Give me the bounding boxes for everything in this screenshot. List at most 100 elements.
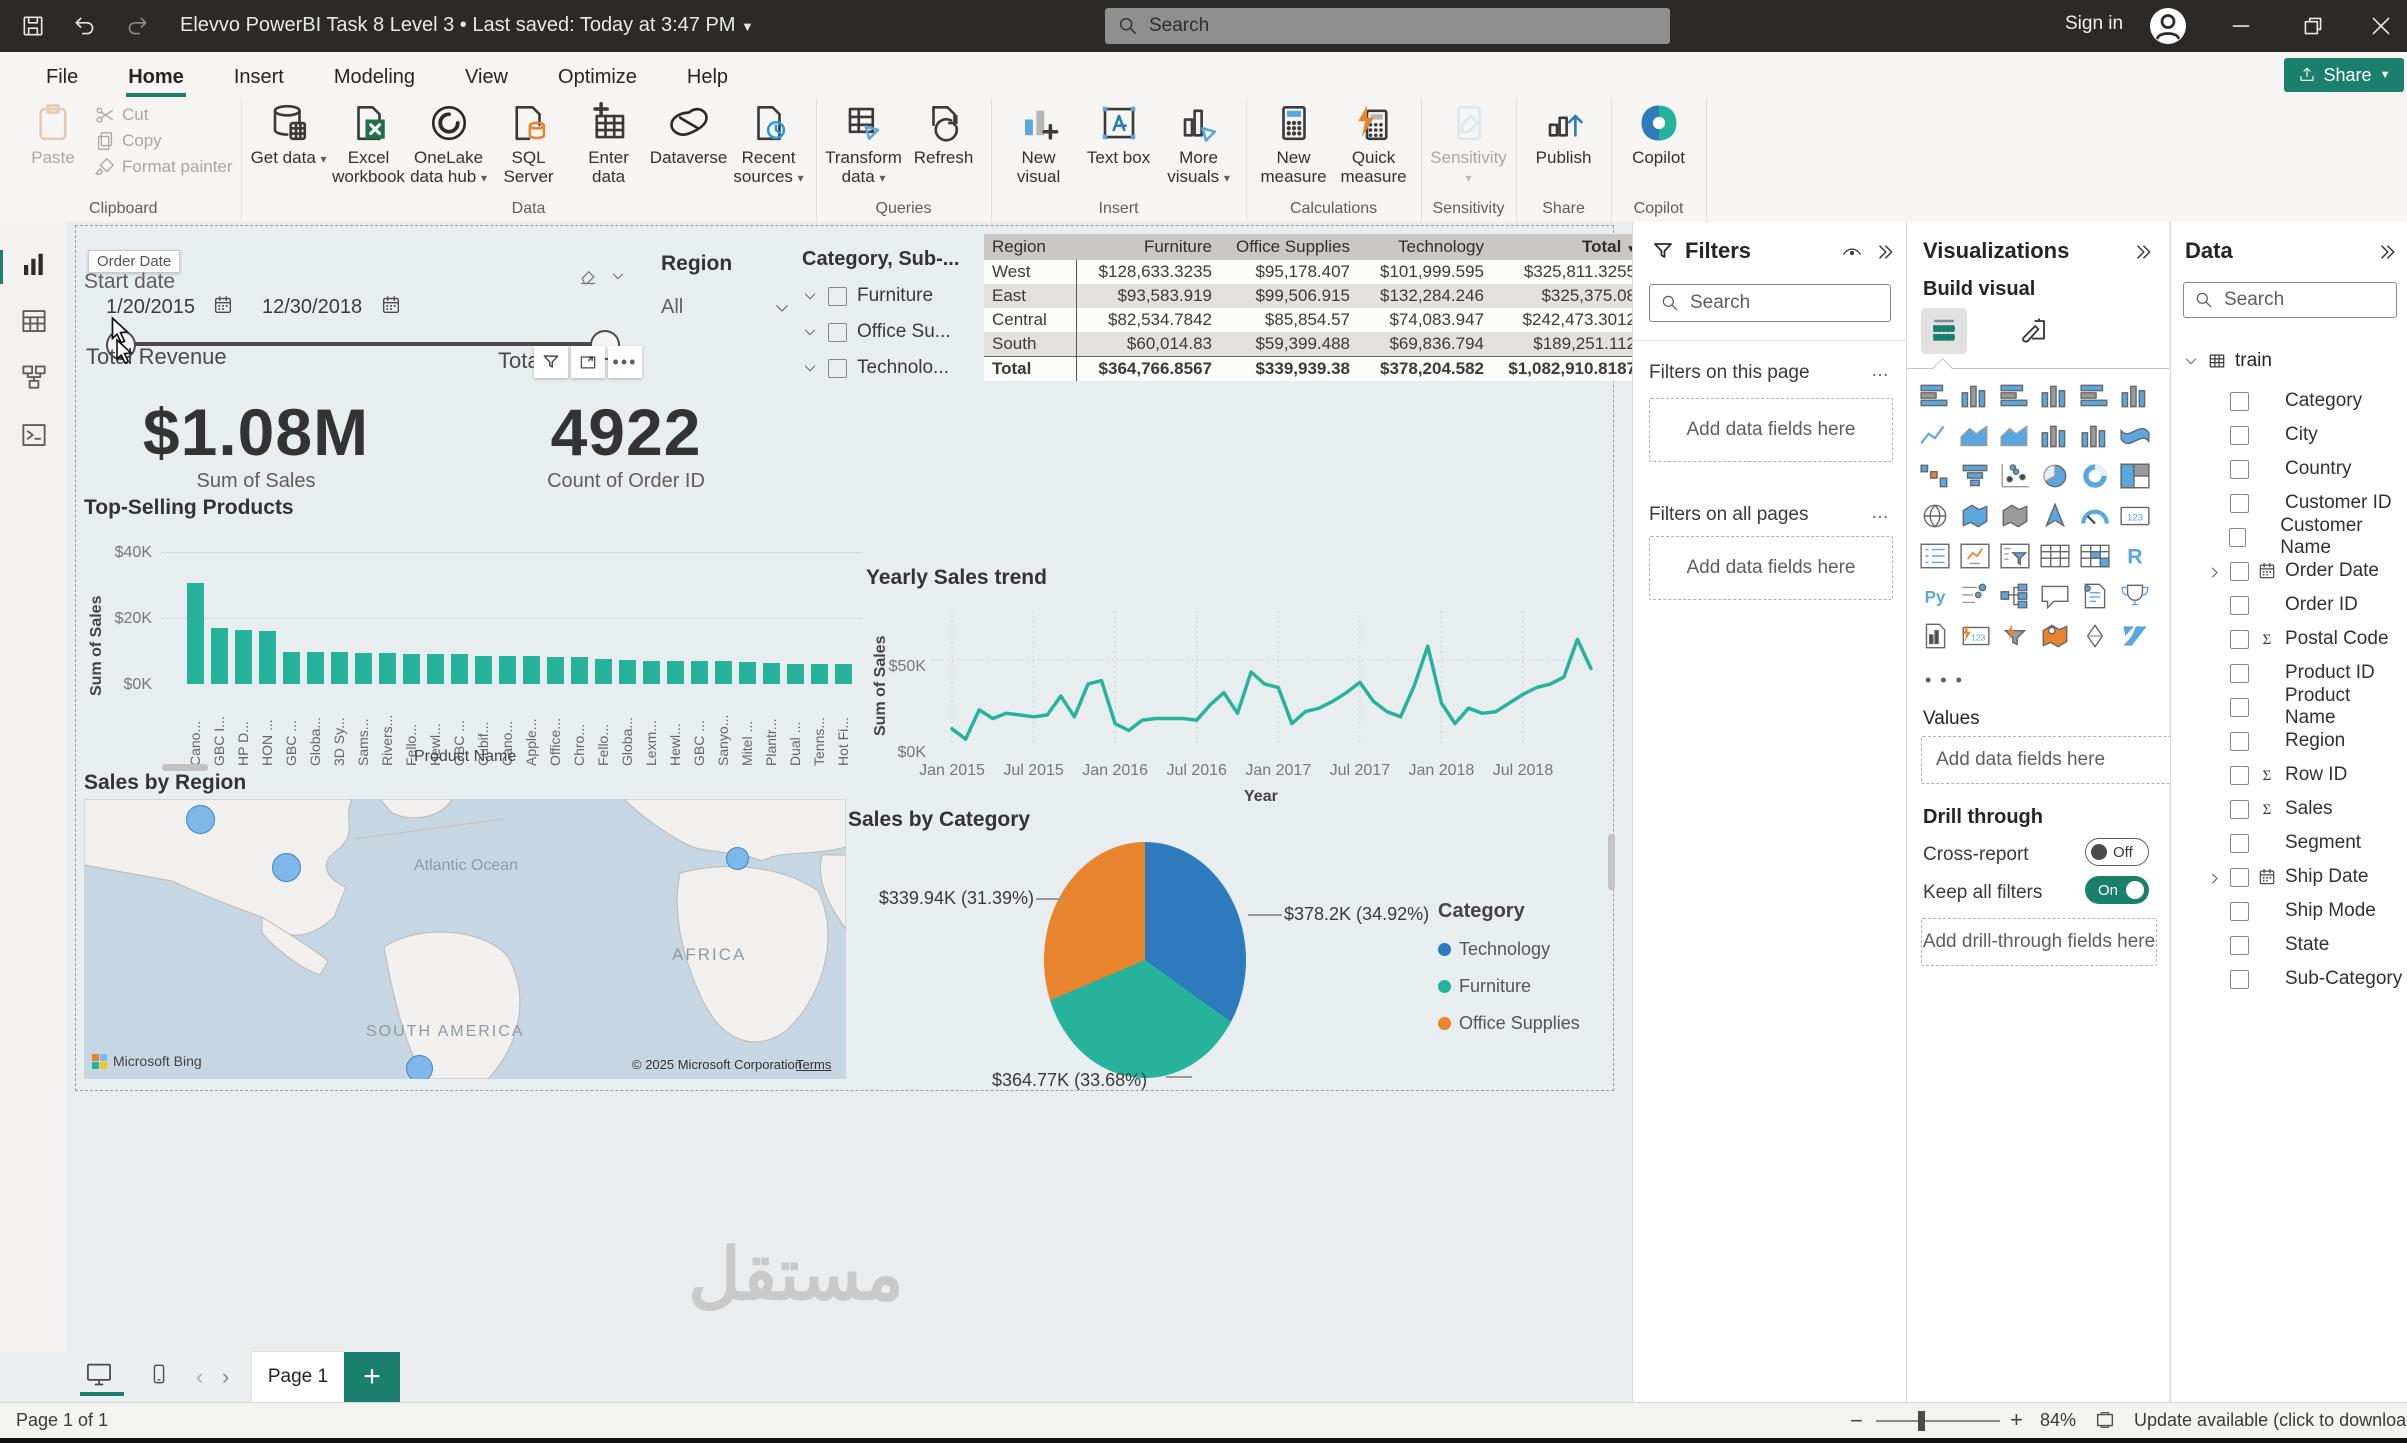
region-slicer-value[interactable]: All bbox=[661, 296, 684, 318]
card-sum-of-sales[interactable]: $1.08M Sum of Sales bbox=[106, 394, 406, 493]
field-ship-date[interactable]: Ship Date bbox=[2171, 862, 2406, 892]
checkbox[interactable] bbox=[2228, 527, 2247, 547]
transform-data-button[interactable]: Transform data ▾ bbox=[825, 98, 903, 188]
zoom-out-icon[interactable]: − bbox=[1850, 1408, 1863, 1433]
slicer-icon[interactable] bbox=[1999, 542, 2039, 582]
field-product-name[interactable]: Product Name bbox=[2171, 685, 2406, 728]
bar[interactable] bbox=[715, 661, 732, 684]
matrix-row[interactable]: East $93,583.919 $99,506.915 $132,284.246 $3… bbox=[984, 284, 1644, 308]
checkbox[interactable] bbox=[2230, 493, 2249, 513]
bar[interactable] bbox=[547, 657, 564, 684]
bar[interactable] bbox=[571, 657, 588, 684]
bar[interactable] bbox=[307, 652, 324, 684]
checkbox[interactable] bbox=[828, 322, 847, 342]
line-and-stacked-column-chart-icon[interactable] bbox=[2039, 422, 2079, 462]
category-slicer[interactable]: Category, Sub-... Furniture Office Su...… bbox=[802, 248, 992, 379]
area-chart-icon[interactable] bbox=[1959, 422, 1999, 462]
more-visuals-button[interactable]: More visuals ▾ bbox=[1160, 98, 1238, 188]
multi-row-card-icon[interactable] bbox=[1919, 542, 1959, 582]
matrix-visual[interactable]: Region Furniture Office Supplies Technology… bbox=[984, 234, 1644, 381]
ribbon-chart-icon[interactable] bbox=[2119, 422, 2159, 462]
bar[interactable] bbox=[211, 628, 228, 684]
chevron-down-icon[interactable] bbox=[610, 268, 626, 284]
smart-narrative-icon[interactable] bbox=[2079, 582, 2119, 622]
bar[interactable] bbox=[235, 630, 252, 684]
bar[interactable] bbox=[691, 661, 708, 684]
field-region[interactable]: Region bbox=[2171, 726, 2406, 756]
bar[interactable] bbox=[811, 664, 828, 684]
checkbox[interactable] bbox=[2230, 561, 2249, 581]
bar[interactable] bbox=[427, 654, 444, 684]
bar[interactable] bbox=[187, 583, 204, 684]
qa-icon[interactable] bbox=[2039, 582, 2079, 622]
ribbon-tab-help[interactable]: Help bbox=[686, 66, 729, 88]
expand-icon[interactable] bbox=[2207, 564, 2222, 579]
category-slicer-item[interactable]: Technolo... bbox=[802, 357, 992, 379]
power-automate-icon[interactable] bbox=[2119, 622, 2159, 662]
matrix-icon[interactable] bbox=[2079, 542, 2119, 582]
waterfall-chart-icon[interactable] bbox=[1919, 462, 1959, 502]
donut-chart-icon[interactable] bbox=[2079, 462, 2119, 502]
checkbox[interactable] bbox=[2230, 867, 2249, 887]
card-count-of-orders[interactable]: 4922 Count of Order ID bbox=[476, 394, 776, 493]
sign-in-button[interactable]: Sign in bbox=[2065, 13, 2124, 34]
expand-icon[interactable] bbox=[2207, 870, 2222, 885]
dax-query-view-icon[interactable] bbox=[19, 420, 49, 450]
field-customer-name[interactable]: Customer Name bbox=[2171, 515, 2406, 558]
bar[interactable] bbox=[451, 654, 468, 684]
collapse-pane-icon[interactable] bbox=[2377, 242, 2397, 262]
minimize-icon[interactable] bbox=[2228, 13, 2254, 39]
new-measure-button[interactable]: New measure bbox=[1255, 98, 1333, 186]
end-date-value[interactable]: 12/30/2018 bbox=[262, 296, 363, 318]
get-data-button[interactable]: Get data ▾ bbox=[250, 98, 328, 169]
next-page-icon[interactable]: › bbox=[222, 1364, 230, 1389]
data-search-input[interactable]: Search bbox=[2183, 282, 2397, 318]
chevron-down-icon[interactable] bbox=[802, 360, 818, 376]
paginated-report-icon[interactable] bbox=[1919, 622, 1959, 662]
report-page[interactable]: Order Date Start date 1/20/2015 12/30/20… bbox=[75, 225, 1644, 1091]
copilot-button[interactable]: Copilot bbox=[1620, 98, 1698, 167]
field-sub-category[interactable]: Sub-Category bbox=[2171, 964, 2406, 994]
stacked-column-chart-icon[interactable] bbox=[1959, 382, 1999, 422]
chevron-down-icon[interactable] bbox=[802, 324, 818, 340]
scatter-chart-icon[interactable] bbox=[1999, 462, 2039, 502]
model-view-icon[interactable] bbox=[19, 362, 49, 392]
power-apps-icon[interactable] bbox=[1999, 622, 2039, 662]
report-scrollbar[interactable] bbox=[1608, 834, 1615, 890]
onelake-data-hub-button[interactable]: OneLake data hub ▾ bbox=[410, 98, 488, 188]
bar[interactable] bbox=[619, 660, 636, 684]
report-view-icon[interactable] bbox=[19, 250, 49, 280]
map-icon[interactable] bbox=[1919, 502, 1959, 542]
cross-report-toggle[interactable]: Off bbox=[2085, 838, 2149, 866]
pie-chart-visual[interactable]: Sales by Category $378.2K (34.92%) $339.… bbox=[848, 808, 1608, 1094]
bar[interactable] bbox=[739, 662, 756, 684]
field-postal-code[interactable]: Σ Postal Code bbox=[2171, 624, 2406, 654]
sql-server-button[interactable]: SQL Server bbox=[490, 98, 568, 186]
stacked-bar-chart-icon[interactable] bbox=[1919, 382, 1959, 422]
funnel-chart-icon[interactable] bbox=[1959, 462, 1999, 502]
ribbon-tab-view[interactable]: View bbox=[465, 66, 509, 88]
filters-this-page-dropzone[interactable]: Add data fields here bbox=[1649, 398, 1893, 462]
checkbox[interactable] bbox=[2230, 595, 2249, 615]
bar[interactable] bbox=[355, 653, 372, 684]
bar-chart-scrollbar[interactable] bbox=[162, 764, 208, 771]
prev-page-icon[interactable]: ‹ bbox=[196, 1364, 204, 1389]
bar[interactable] bbox=[283, 652, 300, 684]
field-state[interactable]: State bbox=[2171, 930, 2406, 960]
visual-filter-button[interactable] bbox=[534, 346, 568, 378]
field-city[interactable]: City bbox=[2171, 420, 2406, 450]
new-page-button[interactable]: + bbox=[344, 1352, 400, 1402]
field-ship-mode[interactable]: Ship Mode bbox=[2171, 896, 2406, 926]
calendar-icon[interactable] bbox=[380, 294, 402, 316]
calendar-icon[interactable] bbox=[212, 294, 234, 316]
line-chart-icon[interactable] bbox=[1919, 422, 1959, 462]
matrix-col-total[interactable]: Total ▼ bbox=[1492, 234, 1644, 260]
bar[interactable] bbox=[763, 663, 780, 684]
close-icon[interactable] bbox=[2368, 13, 2394, 39]
matrix-col-technology[interactable]: Technology bbox=[1358, 234, 1492, 260]
chevron-down-icon[interactable] bbox=[802, 288, 818, 304]
bar[interactable] bbox=[643, 661, 660, 684]
zoom-in-icon[interactable]: + bbox=[2010, 1407, 2023, 1432]
checkbox[interactable] bbox=[2230, 765, 2249, 785]
bar[interactable] bbox=[331, 652, 348, 684]
